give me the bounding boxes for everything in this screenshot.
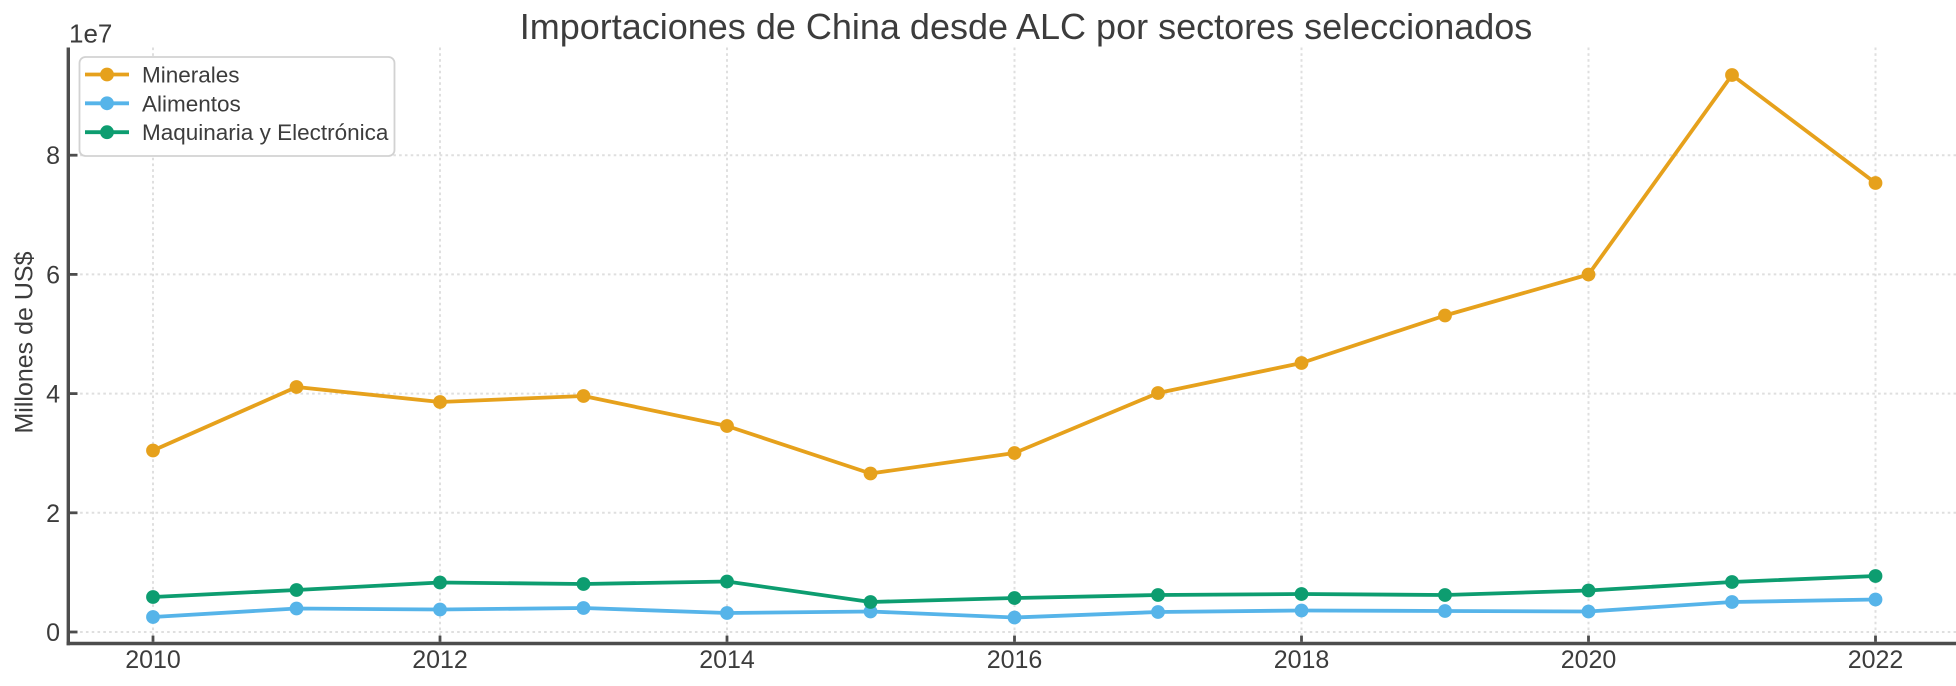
svg-text:2020: 2020 [1561,646,1617,674]
svg-text:6: 6 [46,261,60,289]
svg-text:Maquinaria y Electrónica: Maquinaria y Electrónica [142,120,389,145]
svg-text:4: 4 [46,381,60,409]
svg-text:Minerales: Minerales [142,63,240,88]
svg-text:2: 2 [46,500,60,528]
svg-text:Alimentos: Alimentos [142,91,241,116]
svg-text:1e7: 1e7 [69,19,112,49]
svg-text:Millones de US$: Millones de US$ [11,251,39,433]
svg-text:0: 0 [46,619,60,647]
svg-text:8: 8 [46,142,60,170]
svg-text:2022: 2022 [1848,646,1904,674]
svg-text:2014: 2014 [699,646,755,674]
svg-text:2016: 2016 [987,646,1043,674]
svg-text:2010: 2010 [125,646,181,674]
svg-text:2012: 2012 [412,646,468,674]
svg-text:2018: 2018 [1274,646,1330,674]
svg-text:Importaciones de China desde A: Importaciones de China desde ALC por sec… [520,6,1533,47]
